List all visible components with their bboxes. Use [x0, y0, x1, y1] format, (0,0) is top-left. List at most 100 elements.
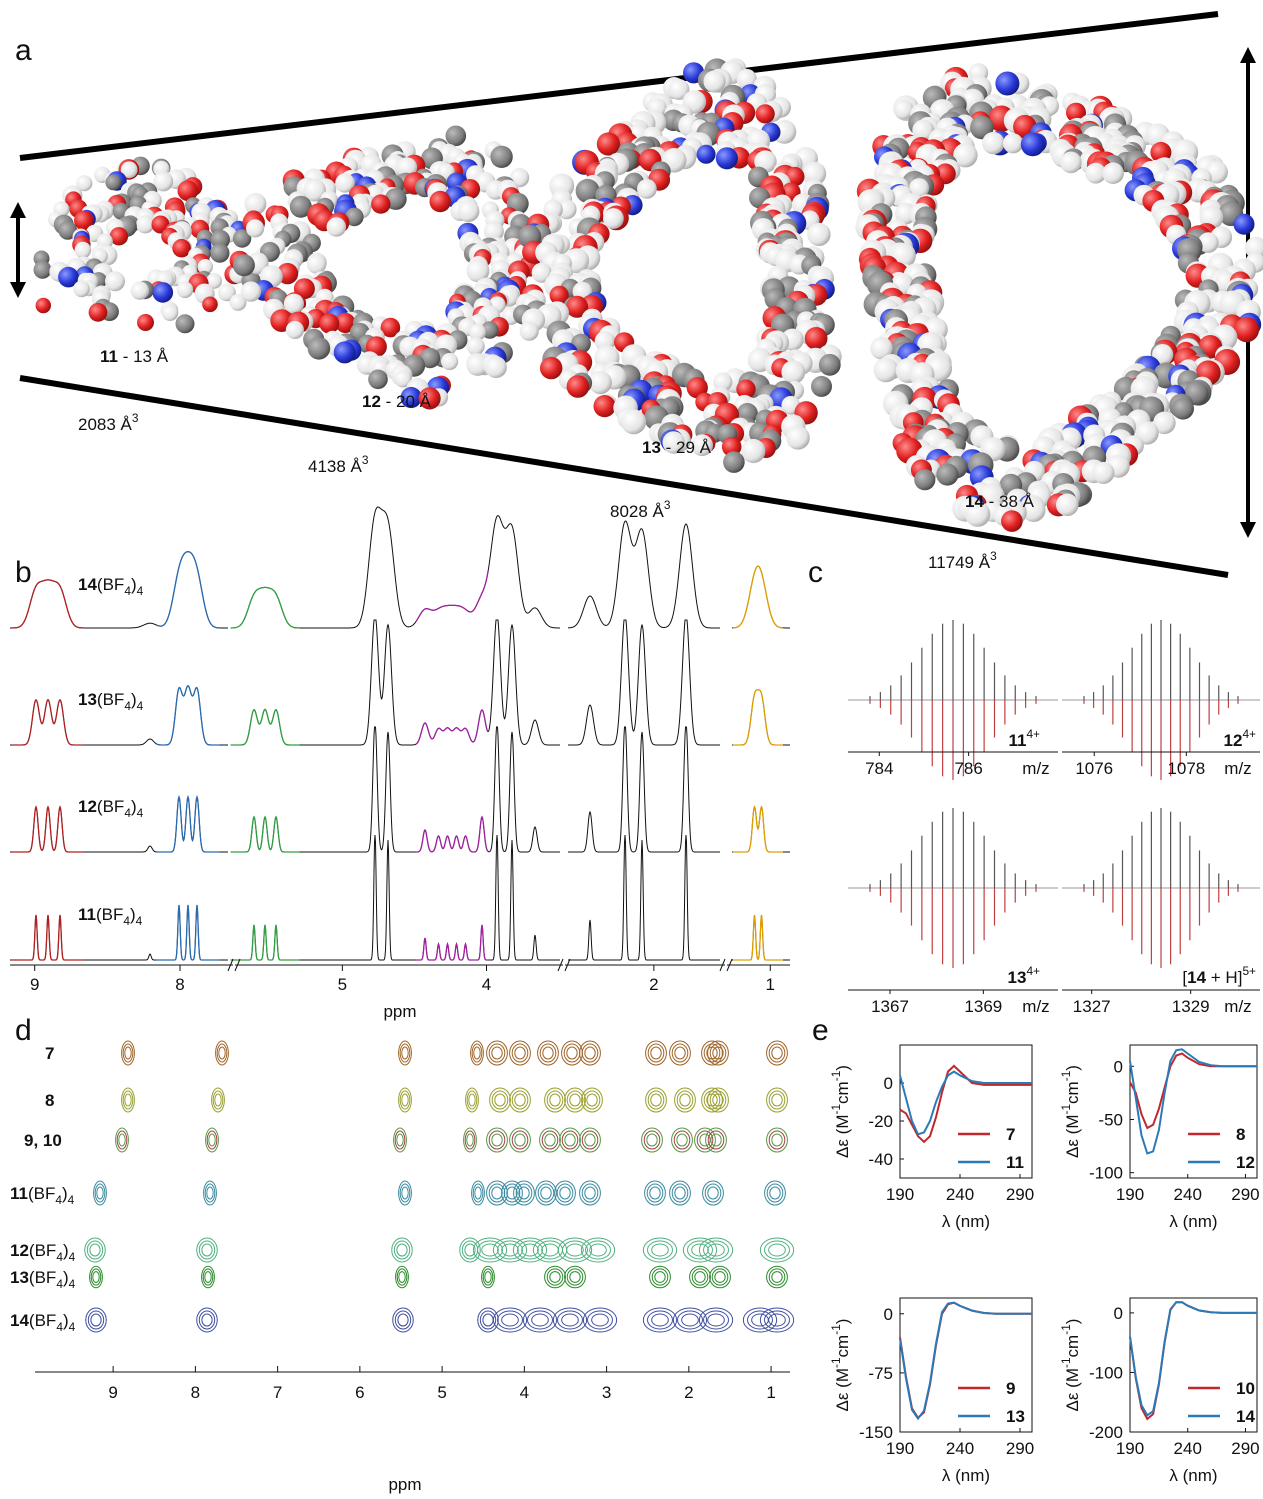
- nmr-peak-group: [416, 572, 488, 622]
- atom: [637, 179, 657, 199]
- contour: [399, 1272, 405, 1283]
- x-tick-label: 290: [1006, 1439, 1034, 1458]
- x-tick-label: 240: [1174, 1185, 1202, 1204]
- contour: [643, 1308, 676, 1332]
- y-axis-label: Δε (M-1cm-1): [1059, 1319, 1082, 1412]
- figure: abcde11 - 13 Å12 - 20 Å13 - 29 Å14 - 38 …: [0, 0, 1263, 1499]
- contour: [570, 1272, 580, 1283]
- axis-label: m/z: [1022, 997, 1049, 1016]
- atom: [874, 358, 899, 383]
- atom: [1003, 133, 1023, 153]
- contour: [542, 1244, 559, 1256]
- contour: [760, 1238, 793, 1262]
- contour: [502, 1314, 519, 1326]
- contour: [467, 1134, 473, 1146]
- contour: [715, 1272, 725, 1283]
- cd-line: [1130, 1302, 1257, 1419]
- y-tick-label: 0: [1114, 1057, 1123, 1076]
- text-part: -1: [1059, 1104, 1073, 1115]
- y-tick-label: -100: [1089, 1363, 1123, 1382]
- text-part: 4: [69, 1250, 76, 1264]
- contour: [708, 1088, 729, 1112]
- panel-label: d: [15, 1014, 32, 1047]
- contour: [765, 1181, 786, 1205]
- contour: [690, 1266, 711, 1288]
- contour: [553, 1308, 586, 1332]
- atom: [697, 145, 716, 164]
- contour: [398, 1314, 408, 1326]
- contour: [125, 1094, 131, 1106]
- atom: [819, 354, 841, 376]
- contour: [570, 1094, 580, 1106]
- atom: [936, 463, 958, 485]
- text-part: cm: [1063, 1335, 1082, 1358]
- nmr-peak-group: [231, 587, 300, 628]
- text-part: 4: [68, 1193, 75, 1207]
- tick-label: 8: [175, 975, 184, 994]
- atom: [441, 353, 458, 370]
- contour: [772, 1047, 782, 1059]
- atom: [34, 261, 52, 279]
- contour: [487, 1128, 508, 1152]
- x-axis-label: λ (nm): [1169, 1466, 1217, 1485]
- contour: [543, 1047, 553, 1059]
- text-part: 12: [78, 797, 97, 816]
- contour: [507, 1187, 517, 1199]
- text-part: cm: [1063, 1081, 1082, 1104]
- tick-label: 1327: [1073, 997, 1111, 1016]
- text-part: -1: [829, 1070, 843, 1081]
- atom: [334, 341, 356, 363]
- contour: [583, 1308, 616, 1332]
- text-part: 13: [642, 438, 661, 457]
- page: {"figure":{ "panel_a":{"label":"a","mole…: [0, 0, 1263, 1499]
- contour: [567, 1047, 577, 1059]
- nmr-peak-group: [416, 817, 488, 852]
- contour: [510, 1128, 531, 1152]
- contour: [515, 1134, 525, 1146]
- atom: [73, 281, 90, 298]
- contour: [522, 1244, 539, 1256]
- contour: [673, 1308, 706, 1332]
- atom: [520, 322, 539, 341]
- contour: [562, 1314, 579, 1326]
- contour: [397, 1134, 403, 1146]
- atom: [716, 147, 738, 169]
- contour: [197, 1308, 217, 1332]
- text-part: 13: [1008, 968, 1027, 987]
- row-label: 14(BF4)4: [10, 1311, 76, 1334]
- text-part: 14: [10, 1311, 29, 1330]
- contour: [585, 1047, 595, 1059]
- contour: [515, 1047, 525, 1059]
- text-part: Δε (M: [1063, 1115, 1082, 1158]
- text-part: ): [1063, 1319, 1082, 1325]
- text-part: 5+: [1242, 964, 1256, 978]
- contour: [492, 1047, 502, 1059]
- contour: [651, 1094, 661, 1106]
- text-part: + H]: [1206, 968, 1242, 987]
- contour: [699, 1308, 732, 1332]
- y-tick-label: -100: [1089, 1164, 1123, 1183]
- text-part: 14: [1187, 968, 1206, 987]
- tick-label: 4: [520, 1383, 529, 1402]
- nmr-trace: [240, 620, 560, 745]
- y-tick-label: 0: [884, 1305, 893, 1324]
- contour: [565, 1266, 586, 1288]
- text-part: (BF: [29, 1268, 56, 1287]
- contour: [469, 1094, 475, 1106]
- atom: [286, 321, 304, 339]
- text-part: (BF: [29, 1311, 56, 1330]
- contour: [510, 1088, 531, 1112]
- contour: [713, 1047, 723, 1059]
- nmr-trace: [240, 727, 560, 852]
- cd-line: [1130, 1054, 1257, 1129]
- text-part: 3: [132, 411, 139, 425]
- nmr-peak-group: [416, 710, 488, 744]
- nmr-peak-group: [157, 905, 220, 960]
- text-part: 14: [965, 492, 984, 511]
- atom: [1001, 510, 1023, 532]
- contour: [592, 1314, 609, 1326]
- tick-label: 1329: [1172, 997, 1210, 1016]
- row-label: 13(BF4)4: [10, 1268, 76, 1291]
- contour: [523, 1308, 556, 1332]
- nmr-peak-group: [157, 686, 220, 745]
